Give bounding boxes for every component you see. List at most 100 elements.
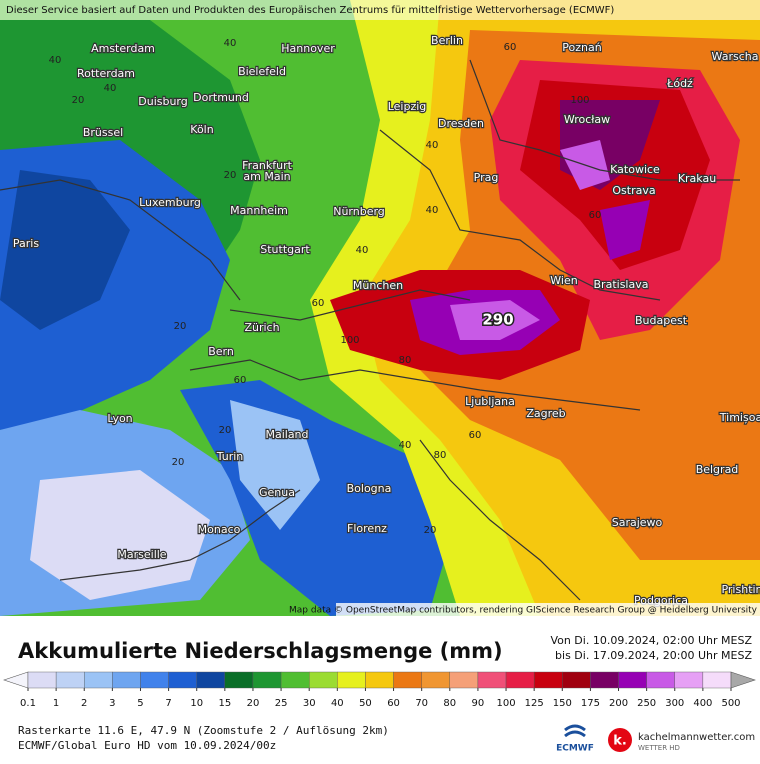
colorbar-tick-label: 400 <box>693 698 712 709</box>
border <box>0 179 241 301</box>
colorbar-tick-label: 2 <box>81 698 87 709</box>
city-label: am Main <box>243 170 290 183</box>
colorbar-box <box>252 671 282 689</box>
borders <box>0 59 740 601</box>
colorbar-box <box>224 671 254 689</box>
ecmwf-logo: ECMWF <box>556 744 594 754</box>
city-label: Zagreb <box>526 407 565 420</box>
border <box>189 359 641 411</box>
city-label: Monaco <box>198 523 241 536</box>
colorbar-tick-label: 125 <box>525 698 544 709</box>
city-label: Budapest <box>635 314 688 327</box>
city-label: Bratislava <box>594 278 649 291</box>
contour-label: 60 <box>312 298 325 309</box>
colorbar-box <box>421 671 450 689</box>
contour-label: 60 <box>589 210 602 221</box>
colorbar-box <box>168 671 197 689</box>
colorbar-box <box>393 671 422 689</box>
contour-label: 20 <box>219 425 232 436</box>
colorbar-box <box>590 671 619 689</box>
colorbar-tick-label: 200 <box>609 698 628 709</box>
colorbar-tick-label: 5 <box>137 698 143 709</box>
city-label: Ljubljana <box>465 395 515 408</box>
contour-label: 60 <box>234 375 247 386</box>
city-label: Stuttgart <box>260 243 310 256</box>
contour-label: 60 <box>469 430 482 441</box>
contour-label: 20 <box>72 95 85 106</box>
colorbar-tick-label: 10 <box>190 698 203 709</box>
attribution: Map data © OpenStreetMap contributors, r… <box>289 606 758 616</box>
city-label: Wien <box>550 274 577 287</box>
colorbar-tick-label: 1 <box>53 698 59 709</box>
colorbar-box <box>337 671 366 689</box>
rain-area <box>450 300 540 340</box>
contour-label: 40 <box>356 245 369 256</box>
city-label: Dresden <box>438 117 484 130</box>
city-label: Wrocław <box>564 113 610 126</box>
contour-label: 100 <box>570 95 589 106</box>
contour-label: 20 <box>224 170 237 181</box>
city-label: Paris <box>13 237 39 250</box>
colorbar-tick-label: 80 <box>443 698 456 709</box>
city-label: Berlin <box>431 34 463 47</box>
city-label: Florenz <box>347 522 387 535</box>
colorbar-box <box>27 671 57 689</box>
city-label: Frankfurt <box>242 159 292 172</box>
colorbar-box <box>112 671 141 689</box>
coast <box>419 439 581 601</box>
city-label: Köln <box>190 123 213 136</box>
border <box>469 59 740 181</box>
city-label: Hannover <box>281 42 335 55</box>
rain-area <box>230 400 320 530</box>
contour-label: 40 <box>104 83 117 94</box>
city-label: Lyon <box>107 412 132 425</box>
colorbar-tick-label: 300 <box>665 698 684 709</box>
colorbar-tick-label: 175 <box>581 698 600 709</box>
city-label: München <box>353 279 403 292</box>
city-label: Mannheim <box>230 204 288 217</box>
notice-band <box>0 0 760 20</box>
city-label: Katowice <box>610 163 660 176</box>
colorbar-box <box>309 671 338 689</box>
contour-label: 20 <box>174 321 187 332</box>
notice: Dieser Service basiert auf Daten und Pro… <box>6 5 614 16</box>
city-label: Bielefeld <box>238 65 286 78</box>
city-label: Sarajewo <box>612 516 663 529</box>
colorbar-box <box>646 671 675 689</box>
contour-label: 60 <box>504 42 517 53</box>
colorbar-box <box>533 671 563 689</box>
colorbar-box <box>562 671 591 689</box>
model: ECMWF/Global Euro HD vom 10.09.2024/00z <box>18 739 276 752</box>
colorbar-box <box>55 671 85 689</box>
brand-sub: WETTER HD <box>638 744 680 752</box>
city-label: Nürnberg <box>333 205 385 218</box>
city-label: Timișoa <box>719 411 760 424</box>
city-label: Warscha <box>712 50 759 63</box>
coast <box>59 489 301 581</box>
colorbar-tick-label: 30 <box>303 698 316 709</box>
attribution-band <box>336 603 760 616</box>
contour-label: 20 <box>424 525 437 536</box>
colorbar-tick-label: 500 <box>721 698 740 709</box>
city-label: Poznań <box>562 41 601 54</box>
city-label: Marseille <box>117 548 166 561</box>
contour-label: 40 <box>426 205 439 216</box>
city-label: Mailand <box>265 428 308 441</box>
colorbar-box <box>365 671 394 689</box>
city-label: Turin <box>216 450 244 463</box>
colorbar-tick-label: 3 <box>109 698 115 709</box>
city-label: Amsterdam <box>91 42 155 55</box>
period-to: bis Di. 17.09.2024, 20:00 Uhr MESZ <box>555 649 752 662</box>
location: Rasterkarte 11.6 E, 47.9 N (Zoomstufe 2 … <box>18 724 389 737</box>
city-label: Rotterdam <box>77 67 135 80</box>
city-label: Genua <box>259 486 295 499</box>
colorbar-box <box>674 671 704 689</box>
colorbar-tick-label: 0.1 <box>20 698 36 709</box>
colorbar-box <box>280 671 310 689</box>
colorbar-tick-label: 25 <box>275 698 288 709</box>
ecmwf-icon <box>564 724 586 738</box>
colorbar-tick-label: 150 <box>553 698 572 709</box>
contour-label: 80 <box>399 355 412 366</box>
colorbar-box <box>618 671 647 689</box>
city-label: Belgrad <box>696 463 739 476</box>
